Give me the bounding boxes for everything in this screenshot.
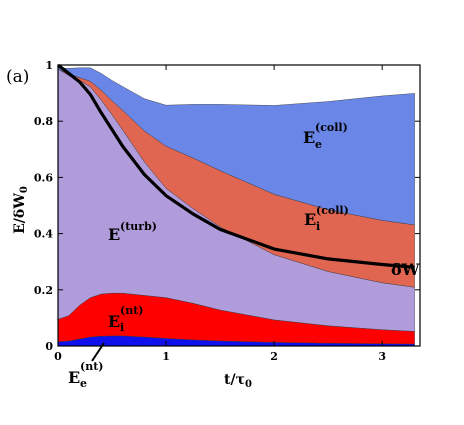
label-Ei-coll: E i (coll): [304, 204, 349, 233]
plot-frame: [57, 64, 421, 347]
y-axis-label-sub: 0: [19, 186, 30, 193]
svg-text:E: E: [108, 225, 120, 244]
svg-text:(nt): (nt): [120, 304, 144, 317]
svg-text:i: i: [120, 321, 124, 334]
svg-text:E: E: [108, 312, 120, 331]
panel-label: (a): [6, 67, 29, 87]
y-tick-label: 0.4: [34, 228, 53, 241]
label-Ee-nt-pointer: [91, 342, 105, 362]
label-Ei-nt: E i (nt): [108, 304, 144, 334]
axis-ticks: 0 1 2 3 0 0.2 0.4 0.6 0.8 1: [34, 59, 420, 363]
stacked-areas: [57, 67, 415, 347]
svg-text:(nt): (nt): [80, 360, 104, 373]
x-tick-label: 0: [54, 350, 62, 363]
area-Ee_coll: [57, 67, 415, 226]
x-tick-label: 1: [162, 350, 170, 363]
svg-text:e: e: [315, 138, 322, 151]
y-tick-label: 1: [45, 59, 53, 72]
svg-text:(coll): (coll): [315, 121, 348, 134]
svg-text:E/δW0: E/δW0: [12, 186, 30, 234]
x-tick-label: 2: [270, 350, 278, 363]
label-Ee-nt: E e (nt): [68, 342, 105, 390]
label-Ee-coll: E e (coll): [303, 121, 348, 151]
y-tick-label: 0: [45, 340, 53, 353]
y-tick-label: 0.6: [34, 171, 53, 184]
label-E-turb: E (turb): [108, 220, 157, 244]
x-axis-label-text: t/τ: [224, 372, 245, 388]
svg-text:i: i: [316, 220, 320, 233]
svg-text:(coll): (coll): [316, 204, 349, 217]
y-axis-label-text: E/δW: [12, 193, 28, 234]
label-deltaW: δW: [391, 260, 421, 279]
x-tick-label: 3: [378, 350, 386, 363]
svg-text:E: E: [303, 128, 315, 147]
y-tick-label: 0.2: [34, 284, 53, 297]
y-tick-label: 0.8: [34, 115, 53, 128]
svg-text:δW: δW: [391, 260, 421, 279]
svg-text:E: E: [68, 368, 80, 387]
svg-text:e: e: [80, 377, 87, 390]
series-line-deltaW: [57, 63, 415, 269]
svg-text:(turb): (turb): [120, 220, 157, 233]
y-axis-label: E/δW0: [12, 186, 30, 234]
svg-text:E: E: [304, 210, 316, 229]
x-axis-label: t/τ0: [224, 372, 252, 390]
x-axis-label-sub: 0: [245, 379, 252, 390]
